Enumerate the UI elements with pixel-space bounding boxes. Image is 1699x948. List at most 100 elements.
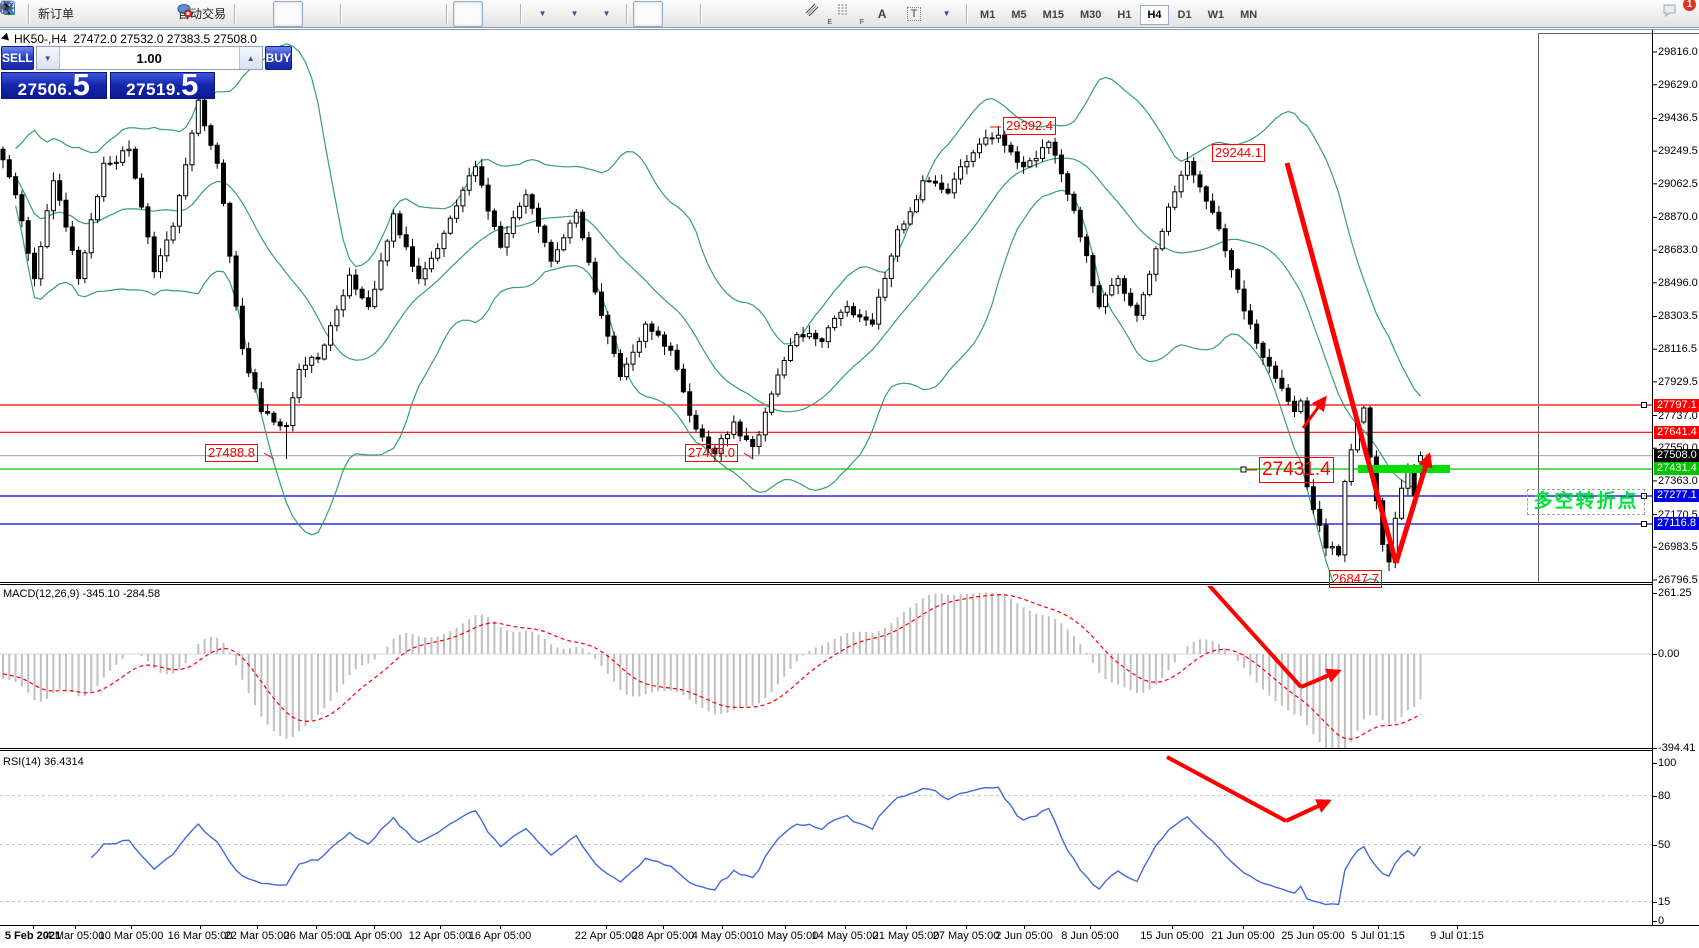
- price-line-tag: 27508.0: [1654, 449, 1699, 463]
- toolbar-separator: [626, 3, 629, 24]
- price-tick-label: 28303.5: [1658, 310, 1698, 323]
- charts-icon[interactable]: [1, 1, 141, 27]
- templates-button[interactable]: ▼: [1, 1, 621, 27]
- candlestick-button[interactable]: [2, 0, 304, 27]
- new-order-label: 新订单: [38, 7, 75, 21]
- price-tick-label: 29436.5: [1658, 112, 1698, 125]
- price-annotation-box[interactable]: 27487.0: [685, 444, 738, 463]
- toolbar-separator: [234, 3, 237, 24]
- price-tick-label: 27737.0: [1658, 409, 1698, 422]
- tile-windows-button[interactable]: [2, 1, 441, 27]
- fibonacci-button[interactable]: F: [835, 1, 865, 27]
- price-tick-label: 29629.0: [1658, 78, 1698, 91]
- buy-price: 27519: [126, 80, 176, 99]
- bar-chart-button[interactable]: [2, 1, 271, 27]
- indicators-button[interactable]: ▼: [1, 0, 557, 27]
- price-annotation-box[interactable]: 27488.8: [205, 444, 258, 463]
- rsi-scale-label: 15: [1658, 896, 1671, 908]
- price-annotation-box[interactable]: 29244.1: [1212, 144, 1265, 163]
- timeframe-M30[interactable]: M30: [1080, 8, 1102, 21]
- trendline-button[interactable]: [2, 1, 801, 27]
- ohlc-values: 27472.0 27532.0 27383.5 27508.0: [73, 32, 257, 46]
- chevron-down-icon: ▼: [942, 9, 951, 18]
- timeframe-D1[interactable]: D1: [1177, 8, 1192, 21]
- channel-letter: E: [827, 18, 833, 26]
- timeframe-M5[interactable]: M5: [1011, 8, 1027, 21]
- price-tick-label: 27363.0: [1658, 474, 1698, 487]
- timeframe-H1[interactable]: H1: [1117, 8, 1132, 21]
- toolbar-separator: [520, 3, 523, 24]
- price-annotation-box[interactable]: 27431.4: [1259, 457, 1334, 483]
- sell-button[interactable]: SELL: [1, 46, 34, 70]
- macd-scale-label: 0.00: [1658, 648, 1680, 660]
- toolbar-separator: [28, 3, 30, 24]
- buy-price-box[interactable]: 27519. 5: [109, 67, 215, 102]
- price-annotation-box[interactable]: 29392.4: [1003, 117, 1056, 136]
- buy-price-pips: 5: [181, 67, 199, 102]
- price-tick-label: 27929.5: [1658, 375, 1698, 388]
- timeframe-group: M1 M5 M15 M30 H1 H4 D1 W1 MN: [972, 4, 1265, 25]
- time-axis-label: 9 Jul 01:15: [1430, 930, 1484, 942]
- rsi-scale-label: 0: [1658, 915, 1665, 927]
- volume-decrease-button[interactable]: ▼: [36, 47, 60, 69]
- timeframe-M1[interactable]: M1: [980, 8, 996, 21]
- timeframe-H4[interactable]: H4: [1140, 4, 1169, 25]
- macd-label: MACD(12,26,9) -345.10 -284.58: [3, 588, 161, 600]
- crosshair-button[interactable]: [1, 1, 695, 27]
- line-chart-button[interactable]: [1, 1, 335, 27]
- time-axis-label: 2 Jun 05:00: [995, 930, 1053, 942]
- symbol-period: HK50-,H4: [14, 32, 67, 46]
- zoom-out-button[interactable]: [2, 1, 409, 27]
- price-tick-label: 28116.5: [1658, 343, 1697, 356]
- time-axis-label: 22 Mar 05:00: [224, 930, 290, 942]
- time-axis-label: 14 May 05:00: [811, 930, 879, 942]
- text-button[interactable]: A: [867, 1, 897, 27]
- time-axis-label: 15 Jun 05:00: [1140, 930, 1204, 942]
- periods-clock-button[interactable]: ▼: [1, 1, 589, 27]
- cursor-button[interactable]: [4, 0, 664, 27]
- rsi-scale-label: 50: [1658, 839, 1671, 851]
- macd-scale-label: 261.25: [1658, 587, 1692, 599]
- arrows-shapes-button[interactable]: ▼: [1, 1, 961, 27]
- zoom-in-button[interactable]: [2, 1, 377, 27]
- price-tick-label: 28870.0: [1658, 211, 1698, 224]
- time-axis-label: 12 Apr 05:00: [408, 930, 472, 942]
- volume-increase-button[interactable]: ▲: [238, 47, 262, 69]
- one-click-trading-panel: SELL ▼ ▲ BUY 27506.5 27519.5: [1, 46, 293, 102]
- time-axis-label: 1 Apr 05:00: [345, 930, 403, 942]
- channel-button[interactable]: E: [803, 1, 833, 27]
- price-line-tag: 27277.1: [1654, 489, 1699, 503]
- timeframe-M15[interactable]: M15: [1042, 8, 1064, 21]
- notification-icon[interactable]: 1: [1661, 0, 1696, 27]
- price-tick-label: 29249.5: [1658, 145, 1698, 158]
- time-axis-label: 8 Jun 05:00: [1061, 930, 1119, 942]
- auto-trading-button[interactable]: 自动交易: [175, 1, 229, 27]
- market-watch-icon[interactable]: [1, 1, 109, 27]
- time-axis-label: 10 Mar 05:00: [98, 930, 164, 942]
- price-annotation-box[interactable]: 26847.7: [1329, 570, 1382, 589]
- horizontal-line-button[interactable]: [2, 1, 769, 27]
- rsi-scale-label: 100: [1658, 757, 1677, 769]
- chevron-down-icon: ▼: [602, 9, 611, 18]
- new-order-button[interactable]: 新订单: [1, 0, 77, 27]
- vertical-line-button[interactable]: [7, 1, 737, 27]
- timeframe-MN[interactable]: MN: [1240, 8, 1258, 21]
- time-axis-label: 5 Feb 2021: [4, 930, 62, 942]
- volume-input[interactable]: [59, 47, 239, 69]
- volume-stepper: ▼ ▲: [35, 46, 263, 70]
- time-axis-label: 16 Mar 05:00: [167, 930, 233, 942]
- buy-button[interactable]: BUY: [264, 46, 293, 70]
- signals-icon[interactable]: [1, 1, 173, 27]
- label-button[interactable]: T: [899, 1, 929, 27]
- search-icon[interactable]: [1, 1, 1659, 27]
- auto-scroll-button[interactable]: [1, 0, 484, 27]
- sell-price-pips: 5: [72, 67, 90, 102]
- sell-price-box[interactable]: 27506. 5: [1, 67, 107, 102]
- chart-shift-button[interactable]: [1, 1, 515, 27]
- time-axis-label: 28 Apr 05:00: [631, 930, 695, 942]
- time-axis-label: 27 May 05:00: [932, 930, 1000, 942]
- timeframe-W1[interactable]: W1: [1207, 8, 1225, 21]
- price-line-tag: 27116.8: [1654, 517, 1699, 531]
- turning-point-text[interactable]: 多空转折点: [1527, 489, 1645, 515]
